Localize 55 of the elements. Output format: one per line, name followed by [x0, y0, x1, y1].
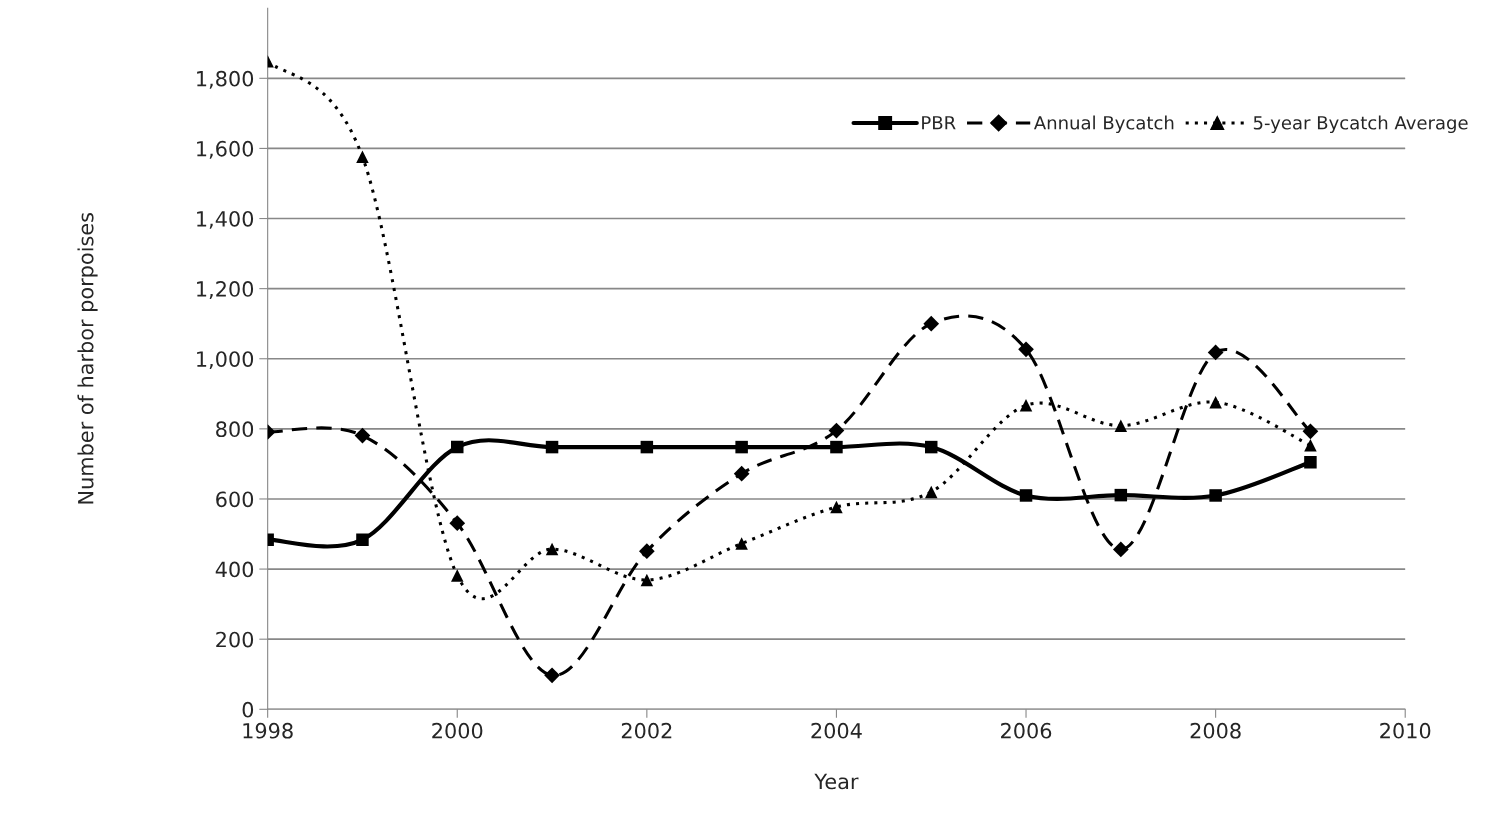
legend-label: PBR — [922, 116, 956, 130]
point — [1114, 419, 1128, 432]
x-tick-label: 2002 — [621, 722, 672, 739]
point — [640, 440, 654, 454]
point — [1207, 344, 1224, 361]
y-tick-label: 1,000 — [197, 351, 254, 370]
point — [1019, 489, 1033, 502]
y-tick-label: 1,800 — [197, 70, 254, 89]
point — [1019, 399, 1033, 412]
y-tick-label: 0 — [242, 701, 254, 718]
y-axis-title: Number of harbor porpoises — [77, 213, 98, 504]
point — [640, 573, 654, 587]
point — [545, 542, 559, 556]
x-tick-label: 2006 — [1001, 722, 1052, 739]
point — [638, 543, 655, 560]
y-tick-label: 800 — [216, 421, 254, 438]
point — [830, 440, 843, 454]
point — [356, 150, 369, 164]
point — [1209, 489, 1222, 502]
point — [830, 500, 843, 514]
point — [1302, 423, 1319, 440]
point — [1018, 341, 1034, 358]
y-tick-label: 200 — [216, 631, 254, 648]
legend-label: Annual Bycatch — [1033, 115, 1174, 134]
x-axis-title: Year — [814, 773, 859, 790]
legend-label: 5-year Bycatch Average — [1253, 115, 1468, 134]
x-tick-label: 2010 — [1380, 722, 1431, 739]
y-tick-label: 600 — [216, 491, 254, 508]
x-tick-label: 2000 — [432, 722, 483, 739]
point — [923, 315, 940, 332]
x-tick-label: 2008 — [1190, 722, 1241, 739]
point — [733, 465, 750, 482]
point — [828, 422, 845, 439]
point — [1304, 439, 1317, 452]
point — [1114, 488, 1128, 502]
y-tick-label: 1,600 — [197, 140, 254, 159]
x-tick-label: 1998 — [243, 722, 293, 739]
point — [1209, 395, 1222, 409]
point — [451, 440, 464, 454]
point — [356, 533, 369, 546]
point — [1112, 541, 1129, 558]
point — [924, 485, 938, 499]
x-tick-label: 2004 — [811, 722, 862, 739]
y-tick-label: 1,200 — [197, 281, 254, 299]
point — [924, 440, 938, 454]
y-tick-label: 400 — [215, 561, 254, 578]
y-tick-label: 1,400 — [197, 210, 254, 229]
point — [451, 569, 464, 582]
point — [735, 537, 748, 550]
point — [354, 427, 371, 444]
point — [544, 667, 560, 684]
point — [735, 440, 748, 454]
point — [449, 515, 466, 532]
point — [1304, 455, 1317, 469]
point — [545, 440, 559, 454]
